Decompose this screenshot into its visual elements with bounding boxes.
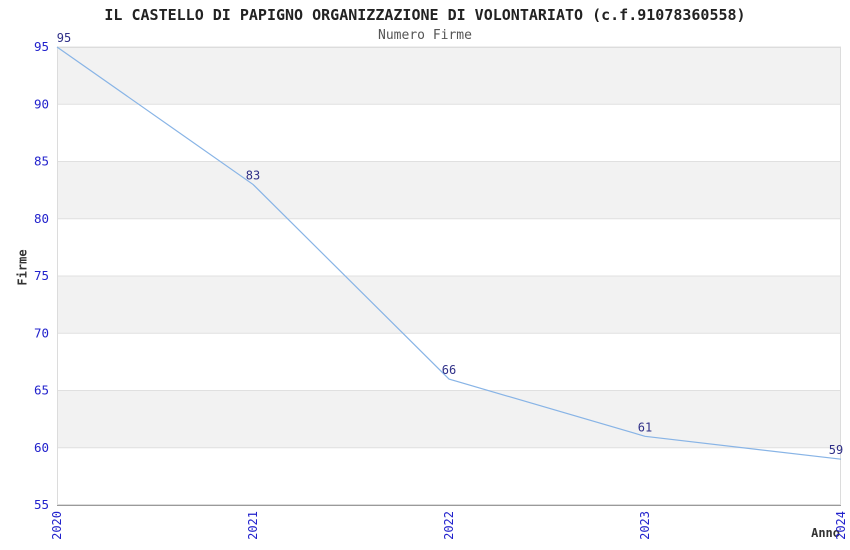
x-axis-label: Anno <box>811 526 840 540</box>
grid-band <box>57 161 841 219</box>
y-tick-label: 75 <box>34 268 49 283</box>
x-tick-label: 2024 <box>834 511 848 540</box>
x-tick-label: 2022 <box>442 511 456 540</box>
y-tick-label: 60 <box>34 440 49 455</box>
data-point-label: 61 <box>638 420 652 434</box>
data-line <box>56 46 842 460</box>
data-point-label: 59 <box>829 443 843 457</box>
chart-subtitle: Numero Firme <box>378 28 472 43</box>
data-point-label: 95 <box>57 31 71 45</box>
x-tick-label: 2021 <box>246 511 260 540</box>
grid-band <box>57 390 841 448</box>
y-tick-label: 95 <box>34 39 49 54</box>
plot-border <box>57 47 841 505</box>
grid-band <box>57 47 841 105</box>
y-tick-label: 85 <box>34 154 49 169</box>
y-tick-label: 70 <box>34 325 49 340</box>
y-tick-label: 80 <box>34 211 49 226</box>
data-point-label: 66 <box>442 363 456 377</box>
y-tick-label: 65 <box>34 383 49 398</box>
y-tick-label: 55 <box>34 497 49 512</box>
x-tick-label: 2020 <box>50 511 64 540</box>
y-tick-label: 90 <box>34 96 49 111</box>
x-tick-label: 2023 <box>638 511 652 540</box>
chart-title: IL CASTELLO DI PAPIGNO ORGANIZZAZIONE DI… <box>104 6 746 24</box>
data-point-label: 83 <box>246 168 260 182</box>
grid-band <box>57 276 841 334</box>
